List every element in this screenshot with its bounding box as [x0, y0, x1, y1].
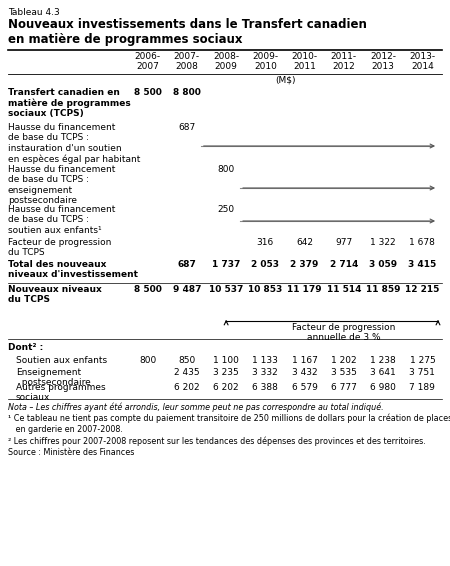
Text: Hausse du financement
de base du TCPS :
soutien aux enfants¹: Hausse du financement de base du TCPS : …: [8, 205, 115, 235]
Text: 10 537: 10 537: [209, 285, 243, 294]
Text: 1 275: 1 275: [410, 356, 435, 365]
Text: 12 215: 12 215: [405, 285, 440, 294]
Text: 977: 977: [335, 238, 352, 247]
Text: Nota – Les chiffres ayant été arrondis, leur somme peut ne pas correspondre au t: Nota – Les chiffres ayant été arrondis, …: [8, 403, 383, 413]
Text: 3 432: 3 432: [292, 368, 317, 377]
Text: 687: 687: [177, 260, 196, 269]
Text: 1 678: 1 678: [410, 238, 435, 247]
Text: Facteur de progression
du TCPS: Facteur de progression du TCPS: [8, 238, 112, 258]
Text: 3 235: 3 235: [213, 368, 239, 377]
Text: 11 514: 11 514: [327, 285, 361, 294]
Text: 1 322: 1 322: [370, 238, 396, 247]
Text: 2010-
2011: 2010- 2011: [292, 52, 318, 71]
Text: 8 500: 8 500: [134, 285, 162, 294]
Text: 2 379: 2 379: [290, 260, 319, 269]
Text: 250: 250: [217, 205, 235, 214]
Text: Facteur de progression
annuelle de 3 %: Facteur de progression annuelle de 3 %: [292, 323, 396, 342]
Text: 1 238: 1 238: [370, 356, 396, 365]
Text: 2008-
2009: 2008- 2009: [213, 52, 239, 71]
Text: 1 737: 1 737: [212, 260, 240, 269]
Text: 2007-
2008: 2007- 2008: [174, 52, 200, 71]
Text: 2011-
2012: 2011- 2012: [331, 52, 357, 71]
Text: 316: 316: [257, 238, 274, 247]
Text: Dont² :: Dont² :: [8, 343, 43, 352]
Text: 3 415: 3 415: [408, 260, 436, 269]
Text: 6 579: 6 579: [292, 383, 318, 392]
Text: 687: 687: [178, 123, 195, 132]
Text: 9 487: 9 487: [173, 285, 201, 294]
Text: 1 100: 1 100: [213, 356, 239, 365]
Text: 800: 800: [217, 165, 235, 174]
Text: (M$): (M$): [275, 76, 295, 85]
Text: 6 388: 6 388: [252, 383, 278, 392]
Text: 2 053: 2 053: [252, 260, 279, 269]
Text: 2009-
2010: 2009- 2010: [252, 52, 279, 71]
Text: 3 332: 3 332: [252, 368, 278, 377]
Text: 850: 850: [178, 356, 195, 365]
Text: 1 202: 1 202: [331, 356, 357, 365]
Text: 8 800: 8 800: [173, 88, 201, 97]
Text: 2012-
2013: 2012- 2013: [370, 52, 396, 71]
Text: Soutien aux enfants: Soutien aux enfants: [16, 356, 107, 365]
Text: 2013-
2014: 2013- 2014: [410, 52, 436, 71]
Text: 8 500: 8 500: [134, 88, 162, 97]
Text: Transfert canadien en
matière de programmes
sociaux (TCPS): Transfert canadien en matière de program…: [8, 88, 131, 118]
Text: 10 853: 10 853: [248, 285, 283, 294]
Text: 7 189: 7 189: [410, 383, 435, 392]
Text: Autres programmes
sociaux: Autres programmes sociaux: [16, 383, 106, 402]
Text: 2 714: 2 714: [330, 260, 358, 269]
Text: 642: 642: [296, 238, 313, 247]
Text: 1 167: 1 167: [292, 356, 318, 365]
Text: 6 777: 6 777: [331, 383, 357, 392]
Text: 11 179: 11 179: [287, 285, 322, 294]
Text: 3 059: 3 059: [369, 260, 397, 269]
Text: Enseignement
  postsecondaire: Enseignement postsecondaire: [16, 368, 91, 387]
Text: 2 435: 2 435: [174, 368, 200, 377]
Text: 3 751: 3 751: [410, 368, 435, 377]
Text: Total des nouveaux
niveaux d'investissement: Total des nouveaux niveaux d'investissem…: [8, 260, 138, 280]
Text: Hausse du financement
de base du TCPS :
enseignement
postsecondaire: Hausse du financement de base du TCPS : …: [8, 165, 115, 205]
Text: Nouveaux niveaux
du TCPS: Nouveaux niveaux du TCPS: [8, 285, 102, 305]
Text: 6 980: 6 980: [370, 383, 396, 392]
Text: 11 859: 11 859: [366, 285, 400, 294]
Text: Nouveaux investissements dans le Transfert canadien
en matière de programmes soc: Nouveaux investissements dans le Transfe…: [8, 18, 367, 46]
Text: Tableau 4.3: Tableau 4.3: [8, 8, 60, 17]
Text: 6 202: 6 202: [213, 383, 239, 392]
Text: 2006-
2007: 2006- 2007: [135, 52, 161, 71]
Text: 3 535: 3 535: [331, 368, 357, 377]
Text: 3 641: 3 641: [370, 368, 396, 377]
Text: 1 133: 1 133: [252, 356, 278, 365]
Text: Hausse du financement
de base du TCPS :
instauration d'un soutien
en espèces éga: Hausse du financement de base du TCPS : …: [8, 123, 140, 164]
Text: ² Les chiffres pour 2007-2008 reposent sur les tendances des dépenses des provin: ² Les chiffres pour 2007-2008 reposent s…: [8, 436, 426, 445]
Text: 6 202: 6 202: [174, 383, 200, 392]
Text: Source : Ministère des Finances: Source : Ministère des Finances: [8, 448, 135, 457]
Text: 800: 800: [139, 356, 156, 365]
Text: ¹ Ce tableau ne tient pas compte du paiement transitoire de 250 millions de doll: ¹ Ce tableau ne tient pas compte du paie…: [8, 414, 450, 434]
